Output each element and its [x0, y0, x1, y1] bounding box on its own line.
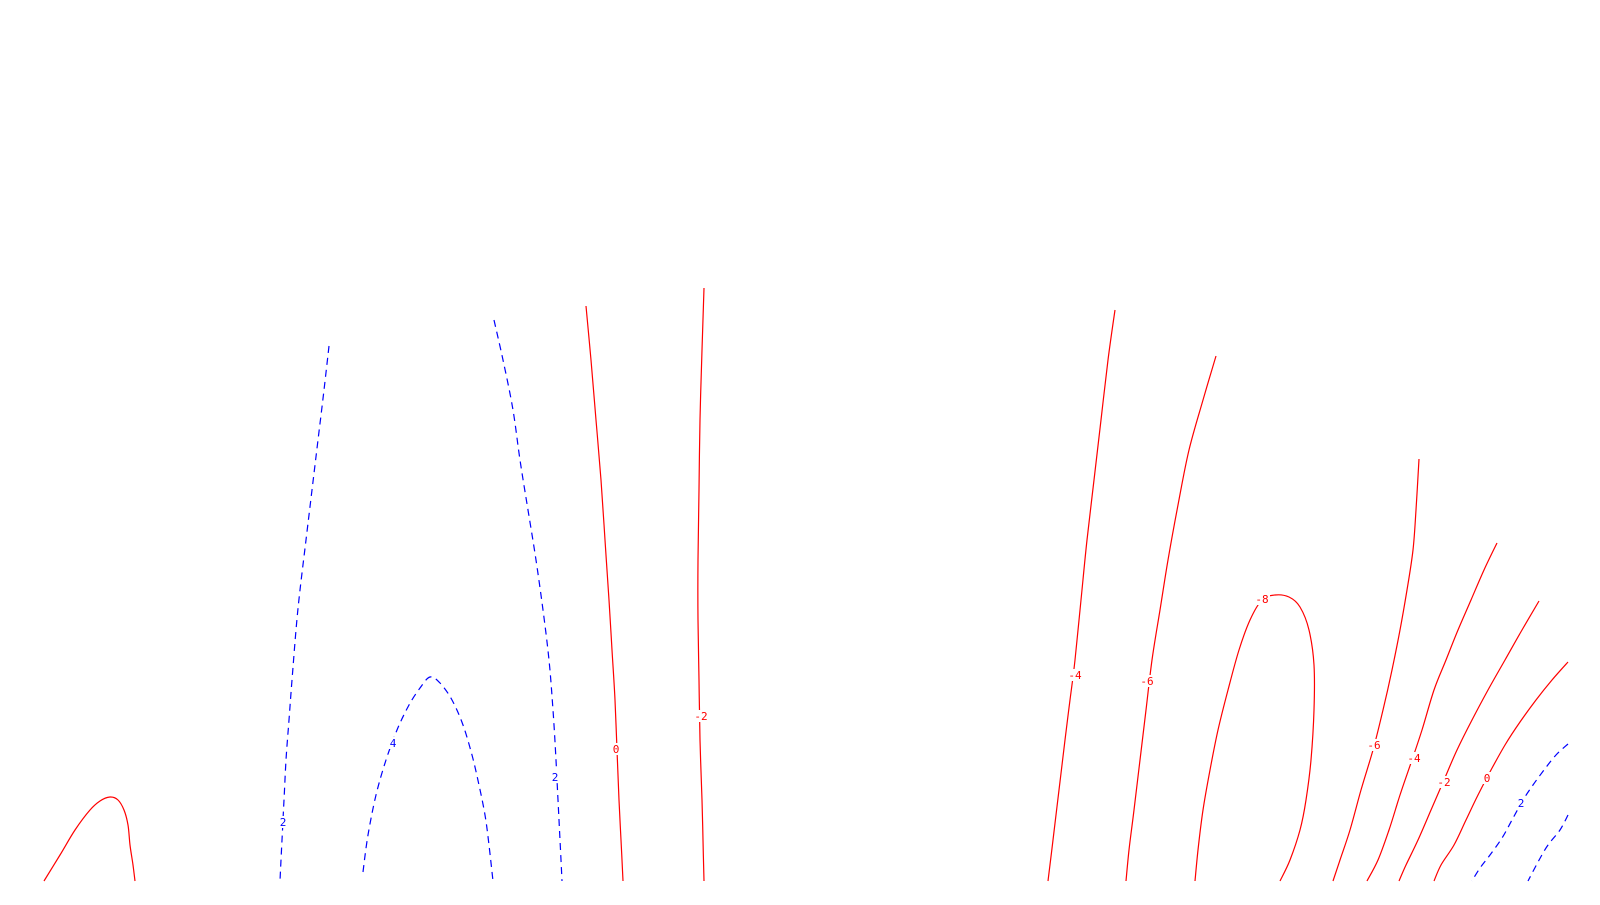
contour-label: 4	[390, 737, 397, 750]
contour-label: 0	[613, 743, 620, 756]
contour-label-bg	[611, 743, 621, 755]
contour-label-bg	[1366, 739, 1382, 751]
contour-line-m2-left	[697, 287, 705, 882]
contour-line-2-corner	[1527, 814, 1569, 882]
contour-line-left-neg	[43, 796, 136, 882]
contour-lines	[43, 287, 1569, 882]
contour-line-m4-right	[1366, 542, 1498, 882]
contour-label-bg	[1436, 776, 1452, 788]
contour-label: -2	[1437, 776, 1450, 789]
contour-label-bg	[1406, 752, 1422, 764]
contour-line-4	[362, 676, 494, 882]
contour-label: 2	[280, 816, 287, 829]
contour-label-bg	[278, 816, 288, 828]
contour-label: -6	[1367, 739, 1380, 752]
contour-label-bg	[388, 737, 398, 749]
contour-label: -4	[1068, 669, 1082, 682]
contour-label: -2	[694, 710, 707, 723]
contour-line-2a	[279, 345, 330, 882]
contour-line-m6-right	[1332, 458, 1420, 882]
contour-line-2-right	[1471, 743, 1569, 882]
contour-line-0-right	[1433, 661, 1569, 882]
contour-label: 2	[552, 771, 559, 784]
contour-label: -6	[1140, 675, 1153, 688]
contour-line-0-left	[585, 305, 624, 882]
contour-label-bg	[693, 710, 709, 722]
contour-label-bg	[1139, 675, 1155, 687]
contour-label-bg	[550, 771, 560, 783]
contour-label: -4	[1407, 752, 1421, 765]
contour-label-bg	[1482, 772, 1492, 784]
contour-label-bg	[1516, 797, 1526, 809]
contour-line-m4	[1047, 309, 1116, 882]
contour-labels: 2 4 2 0 -2 -4 -6 -8 -6 -4 -2 0 2	[278, 593, 1526, 829]
contour-line-2b	[493, 319, 563, 882]
contour-label: 2	[1518, 797, 1525, 810]
contour-label-bg	[1067, 669, 1083, 681]
contour-label-bg	[1254, 593, 1270, 605]
contour-line-m8	[1194, 594, 1316, 882]
contour-label: -8	[1255, 593, 1268, 606]
contour-line-m6	[1125, 355, 1217, 882]
contour-label: 0	[1484, 772, 1491, 785]
contour-line-m2-right	[1398, 600, 1540, 882]
